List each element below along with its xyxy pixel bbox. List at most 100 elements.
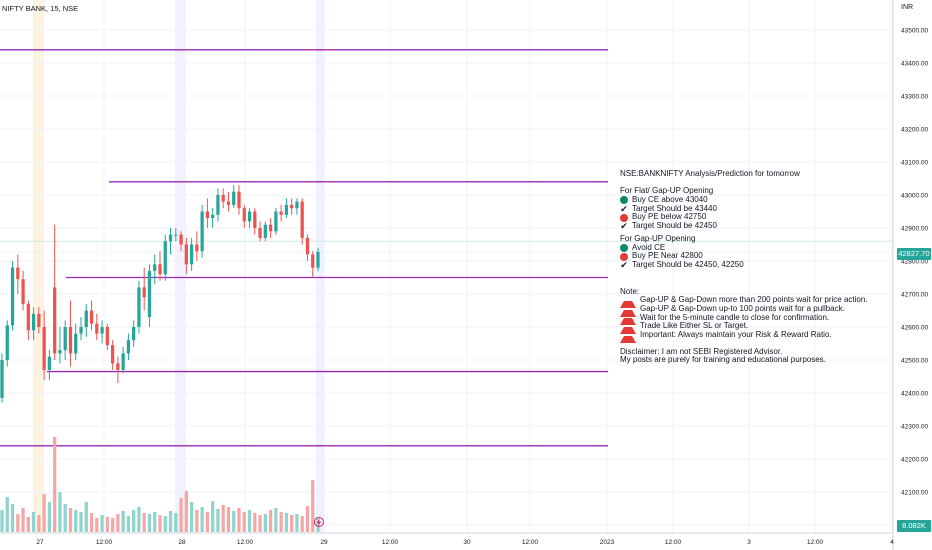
candle-body[interactable]: [100, 327, 104, 334]
section2-item: ✔ Target Should be 42450, 42250: [620, 259, 744, 271]
candle-body[interactable]: [26, 303, 30, 331]
candle-body[interactable]: [116, 363, 120, 370]
volume-bar: [126, 516, 131, 532]
price-tick-label: 42800.00: [901, 259, 928, 266]
candle-body[interactable]: [63, 327, 67, 351]
candle-body[interactable]: [21, 279, 25, 304]
time-tick-label: 12:00: [382, 539, 399, 546]
candle-body[interactable]: [242, 208, 246, 222]
candle-body[interactable]: [247, 211, 252, 222]
note-item: Trade Like Either SL or Target.: [620, 319, 868, 335]
candle-body[interactable]: [58, 350, 62, 354]
candle-body[interactable]: [153, 264, 157, 271]
candle-body[interactable]: [0, 360, 4, 398]
candle-body[interactable]: [89, 310, 94, 324]
time-tick-label: 4: [890, 539, 894, 546]
candle-body[interactable]: [211, 214, 215, 219]
candle-body[interactable]: [221, 195, 225, 202]
candle-body[interactable]: [105, 327, 109, 346]
candle-body[interactable]: [37, 313, 41, 327]
candle-body[interactable]: [5, 325, 9, 360]
green-circle-icon: [620, 196, 628, 205]
candle-body[interactable]: [158, 264, 162, 275]
candle-body[interactable]: [42, 327, 46, 370]
note-item: Gap-UP & Gap-Down up-to 100 points wait …: [620, 304, 868, 317]
time-tick-label: 28: [178, 539, 186, 546]
volume-bar: [305, 506, 310, 532]
volume-bar: [263, 514, 267, 532]
candle-body[interactable]: [174, 234, 178, 236]
note-item: Wait for the 5-minute candle to close fo…: [620, 313, 868, 326]
candle-body[interactable]: [237, 191, 241, 209]
candle-body[interactable]: [200, 211, 204, 252]
time-tick-label: 3: [747, 539, 751, 546]
candle-body[interactable]: [137, 287, 141, 327]
candle-body[interactable]: [311, 254, 315, 268]
candle-body[interactable]: [258, 228, 262, 238]
candle-body[interactable]: [79, 327, 83, 334]
candle-body[interactable]: [110, 345, 115, 364]
candle-body[interactable]: [189, 244, 194, 265]
candle-body[interactable]: [126, 340, 131, 354]
price-tick-label: 43100.00: [901, 160, 928, 167]
volume-bar: [247, 510, 252, 532]
section2-item: Buy PE Near 42800: [620, 251, 868, 261]
green-circle-icon: [620, 243, 628, 252]
candle-body[interactable]: [284, 204, 289, 215]
volume-bar: [58, 492, 62, 532]
candle-body[interactable]: [168, 234, 173, 242]
candle-body[interactable]: [121, 353, 125, 370]
candle-body[interactable]: [16, 267, 20, 280]
candle-body[interactable]: [216, 195, 220, 215]
volume-bar: [232, 511, 236, 532]
warning-icon: [620, 310, 636, 326]
candle-body[interactable]: [179, 234, 183, 245]
candle-body[interactable]: [274, 211, 278, 232]
candle-body[interactable]: [74, 333, 78, 354]
candle-body[interactable]: [268, 224, 273, 232]
session-band: [316, 0, 324, 533]
candle-body[interactable]: [195, 244, 199, 252]
candle-body[interactable]: [253, 211, 257, 229]
candle-body[interactable]: [290, 204, 294, 209]
volume-bar: [37, 515, 41, 532]
candle-body[interactable]: [31, 313, 36, 331]
volume-bar: [95, 518, 99, 532]
volume-bar: [142, 513, 146, 532]
section1-item: ✔ Target Should be 43440: [620, 203, 717, 215]
candle-body[interactable]: [163, 241, 167, 275]
price-tick-label: 42500.00: [901, 358, 928, 365]
candle-body[interactable]: [95, 323, 99, 334]
candle-body[interactable]: [279, 211, 283, 215]
candle-body[interactable]: [263, 224, 267, 238]
volume-bar: [189, 502, 194, 532]
candle-body[interactable]: [300, 201, 304, 238]
candle-body[interactable]: [84, 310, 88, 328]
time-tick-label: 12:00: [807, 539, 824, 546]
volume-bar: [300, 516, 304, 532]
volume-bar: [158, 515, 162, 532]
candle-body[interactable]: [184, 244, 188, 265]
candle-body[interactable]: [316, 251, 320, 268]
candle-body[interactable]: [295, 201, 299, 209]
symbol-header[interactable]: NIFTY BANK, 15, NSE: [2, 4, 79, 13]
candle-body[interactable]: [47, 356, 52, 370]
candle-body[interactable]: [305, 237, 310, 255]
candle-body[interactable]: [132, 327, 136, 341]
volume-bar: [226, 507, 231, 532]
candle-body[interactable]: [10, 267, 15, 326]
price-tick-label: 43500.00: [901, 28, 928, 35]
warning-icon: [620, 319, 636, 335]
analysis-annotation[interactable]: NSE:BANKNIFTY Analysis/Prediction for to…: [620, 169, 868, 365]
candle-body[interactable]: [147, 270, 152, 318]
volume-bar: [5, 497, 9, 532]
price-tick-label: 43400.00: [901, 61, 928, 68]
candle-body[interactable]: [142, 287, 146, 298]
candle-body[interactable]: [68, 327, 73, 354]
candle-body[interactable]: [205, 211, 210, 219]
lightning-icon[interactable]: [314, 517, 324, 527]
candle-body[interactable]: [53, 287, 57, 354]
candle-body[interactable]: [232, 191, 236, 205]
candle-body[interactable]: [226, 201, 231, 205]
